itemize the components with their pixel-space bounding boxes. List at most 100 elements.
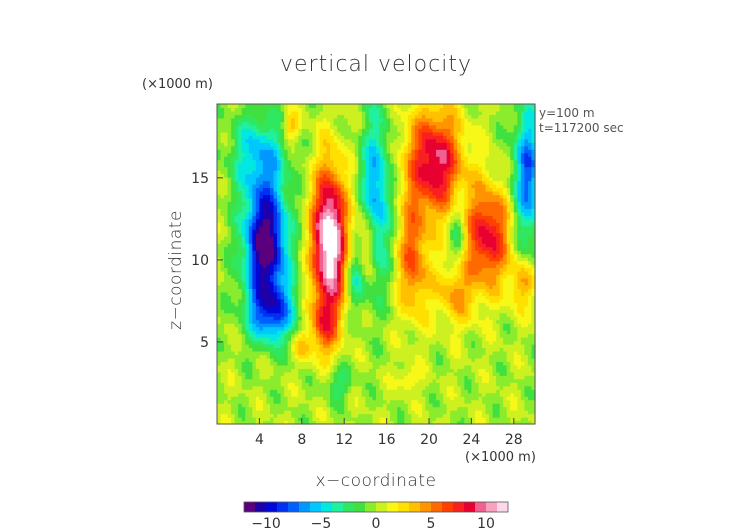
heatmap-cell — [277, 218, 282, 223]
heatmap-cell — [333, 253, 338, 258]
heatmap-cell — [383, 399, 388, 404]
heatmap-cell — [308, 413, 313, 418]
heatmap-cell — [340, 218, 345, 223]
heatmap-cell — [315, 375, 321, 380]
heatmap-cell — [330, 173, 335, 178]
heatmap-cell — [333, 403, 338, 408]
heatmap-cell — [231, 295, 236, 300]
heatmap-cell — [315, 389, 321, 394]
heatmap-cell — [220, 277, 225, 282]
heatmap-cell — [224, 406, 229, 411]
heatmap-cell — [301, 413, 306, 418]
heatmap-cell — [340, 135, 345, 140]
heatmap-cell — [273, 229, 278, 234]
heatmap-cell — [305, 142, 310, 147]
heatmap-cell — [301, 357, 306, 362]
heatmap-cell — [326, 361, 331, 366]
heatmap-cell — [252, 399, 257, 404]
heatmap-cell — [220, 319, 225, 324]
heatmap-cell — [301, 382, 306, 387]
heatmap-cell — [284, 145, 289, 150]
heatmap-cell — [386, 184, 391, 189]
heatmap-cell — [294, 284, 299, 289]
heatmap-cell — [224, 354, 229, 359]
heatmap-cell — [287, 218, 292, 223]
heatmap-cell — [294, 194, 299, 199]
heatmap-cell — [386, 375, 391, 380]
heatmap-cell — [255, 124, 260, 129]
heatmap-cell — [397, 229, 402, 234]
heatmap-cell — [248, 180, 253, 185]
heatmap-cell — [351, 250, 356, 255]
heatmap-cell — [224, 239, 229, 244]
heatmap-cell — [287, 145, 292, 150]
heatmap-cell — [259, 173, 264, 178]
heatmap-cell — [347, 239, 352, 244]
heatmap-cell — [400, 190, 405, 196]
heatmap-cell — [404, 121, 409, 126]
heatmap-cell — [224, 121, 229, 126]
heatmap-cell — [319, 264, 324, 269]
heatmap-cell — [291, 229, 296, 234]
heatmap-cell — [351, 264, 356, 269]
heatmap-cell — [361, 159, 366, 164]
heatmap-cell — [220, 302, 225, 307]
heatmap-cell — [354, 399, 359, 404]
heatmap-cell — [291, 340, 296, 345]
heatmap-cell — [280, 364, 285, 369]
heatmap-cell — [308, 403, 313, 408]
heatmap-cell — [266, 236, 271, 241]
heatmap-cell — [315, 225, 321, 230]
heatmap-cell — [224, 399, 229, 404]
heatmap-cell — [358, 260, 363, 265]
heatmap-cell — [266, 110, 271, 116]
heatmap-cell — [312, 361, 317, 366]
heatmap-cell — [351, 396, 356, 401]
heatmap-cell — [273, 131, 278, 136]
heatmap-cell — [358, 135, 363, 140]
heatmap-cell — [400, 361, 405, 366]
heatmap-cell — [227, 309, 232, 314]
heatmap-cell — [323, 107, 328, 112]
heatmap-cell — [344, 107, 349, 112]
heatmap-cell — [393, 180, 398, 185]
heatmap-cell — [358, 156, 363, 161]
heatmap-cell — [330, 413, 335, 418]
heatmap-cell — [315, 420, 321, 425]
heatmap-cell — [241, 208, 246, 213]
heatmap-cell — [361, 257, 366, 262]
heatmap-cell — [397, 337, 402, 342]
heatmap-cell — [248, 222, 253, 227]
heatmap-cell — [407, 413, 412, 418]
heatmap-cell — [340, 166, 345, 171]
heatmap-cell — [280, 159, 285, 164]
heatmap-cell — [337, 389, 342, 394]
heatmap-cell — [347, 197, 352, 202]
heatmap-cell — [333, 316, 338, 321]
heatmap-cell — [259, 156, 264, 161]
heatmap-cell — [365, 187, 370, 192]
heatmap-cell — [305, 131, 310, 136]
heatmap-cell — [330, 222, 335, 227]
heatmap-cell — [284, 190, 289, 196]
heatmap-cell — [400, 309, 405, 314]
heatmap-cell — [404, 368, 409, 373]
heatmap-cell — [368, 173, 374, 178]
heatmap-cell — [372, 403, 377, 408]
heatmap-cell — [231, 149, 236, 154]
heatmap-cell — [323, 417, 328, 422]
heatmap-cell — [400, 375, 405, 380]
heatmap-cell — [220, 180, 225, 185]
heatmap-cell — [312, 337, 317, 342]
heatmap-cell — [390, 375, 395, 380]
heatmap-cell — [383, 284, 388, 289]
heatmap-cell — [323, 337, 328, 342]
heatmap-cell — [266, 257, 271, 262]
heatmap-cell — [400, 159, 405, 164]
heatmap-cell — [368, 156, 374, 161]
heatmap-cell — [217, 350, 222, 356]
heatmap-cell — [354, 344, 359, 349]
heatmap-cell — [386, 406, 391, 411]
heatmap-cell — [301, 187, 306, 192]
heatmap-cell — [255, 361, 260, 366]
